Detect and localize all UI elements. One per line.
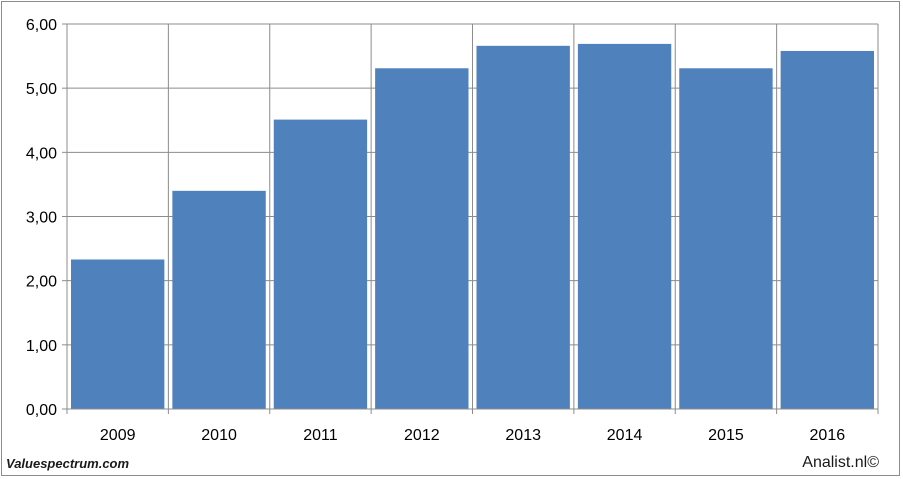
bar-2010	[172, 190, 266, 409]
x-tick-label: 2014	[607, 427, 643, 444]
bar-2012	[375, 68, 469, 410]
y-tick-labels: 0,00 1,00 2,00 3,00 4,00 5,00 6,00	[26, 17, 57, 419]
y-tick-label: 6,00	[26, 17, 57, 34]
bar-2011	[273, 119, 368, 409]
y-tick-label: 2,00	[26, 274, 57, 291]
bars	[71, 43, 874, 410]
bar-2009	[71, 259, 165, 409]
source-label: Valuespectrum.com	[6, 456, 130, 471]
x-tick-label: 2010	[201, 427, 237, 444]
x-tick-label: 2016	[810, 427, 846, 444]
bar-2016	[780, 50, 874, 409]
y-tick-label: 4,00	[26, 145, 57, 162]
y-tick-label: 0,00	[26, 402, 57, 419]
x-tick-label: 2015	[708, 427, 744, 444]
bar-2015	[679, 68, 773, 410]
y-tick-label: 1,00	[26, 338, 57, 355]
y-tick-label: 5,00	[26, 81, 57, 98]
bar-2014	[577, 43, 672, 410]
x-tick-label: 2009	[100, 427, 136, 444]
axes	[62, 23, 879, 414]
credit-label: Analist.nl©	[802, 454, 879, 471]
x-tick-label: 2012	[404, 427, 440, 444]
x-tick-label: 2011	[303, 427, 338, 444]
x-tick-label: 2013	[505, 427, 541, 444]
y-tick-label: 3,00	[26, 210, 57, 227]
x-tick-labels: 2009 2010 2011 2012 2013 2014 2015 2016	[100, 427, 845, 444]
bar-2013	[476, 45, 570, 410]
